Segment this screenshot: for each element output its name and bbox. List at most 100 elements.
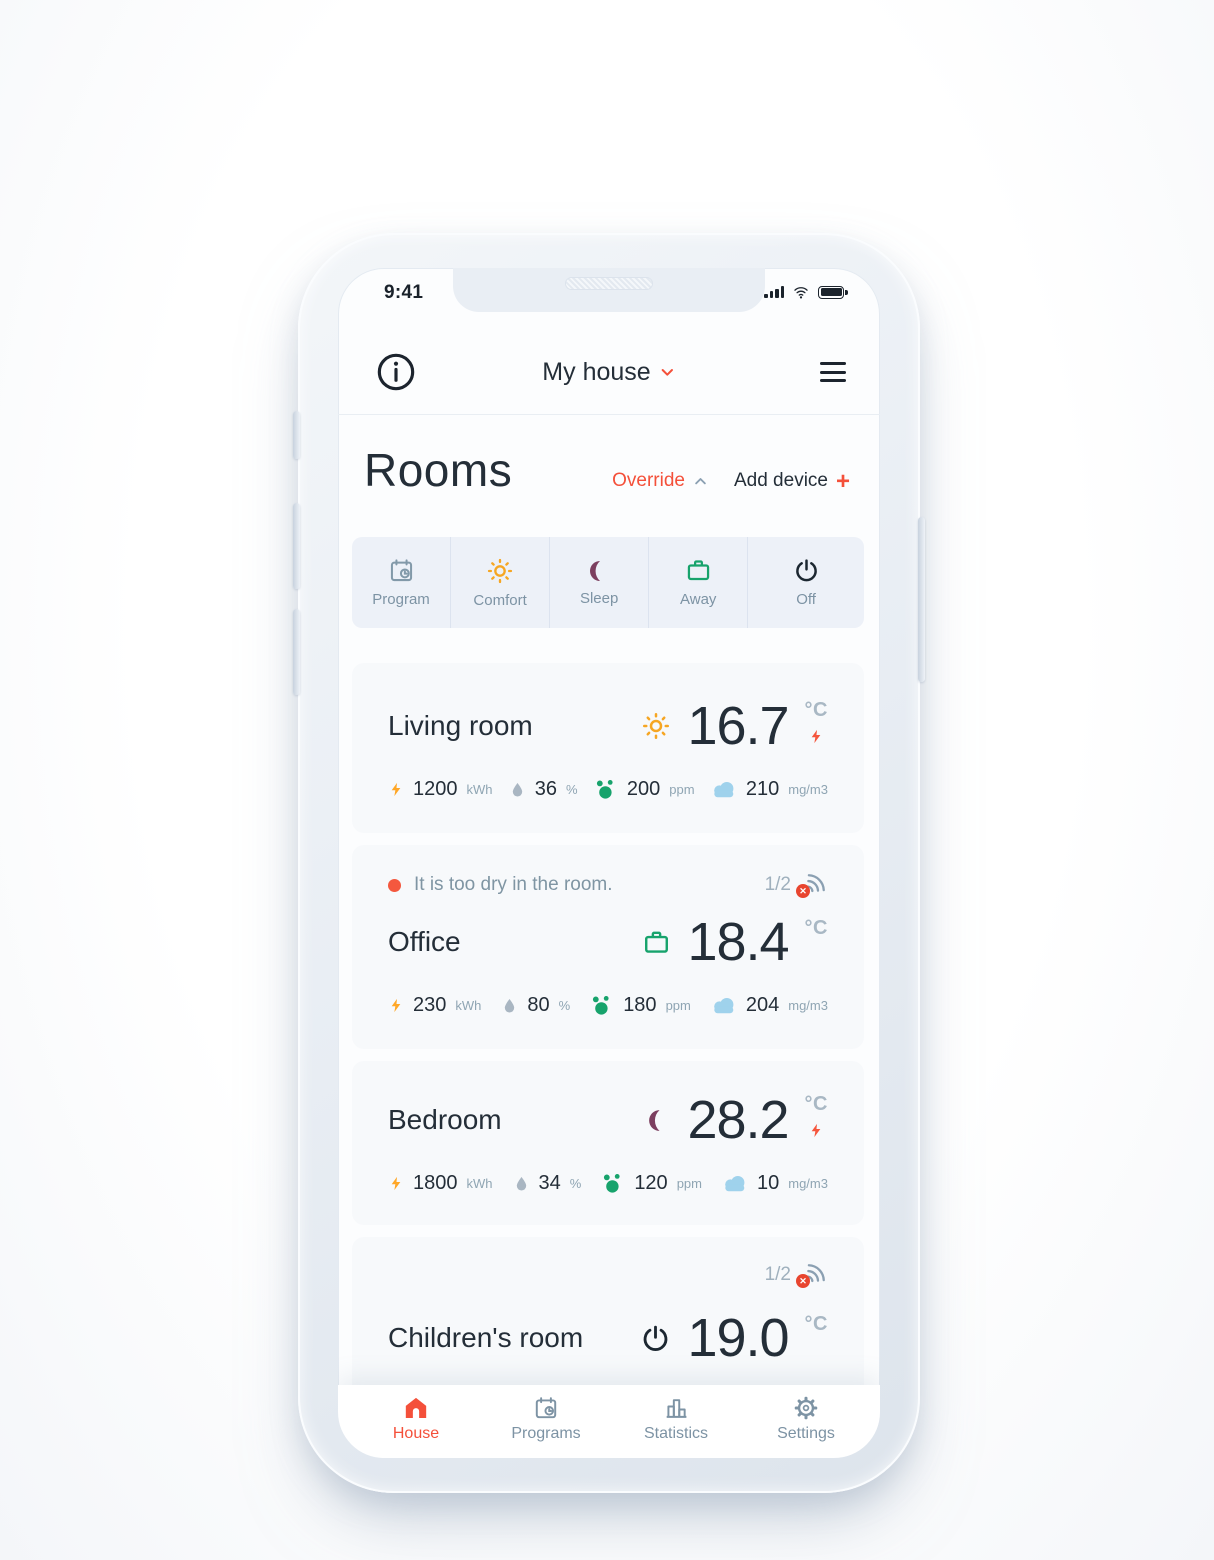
briefcase-icon xyxy=(685,557,712,584)
offline-devices: 1/2 ✕ xyxy=(765,871,828,899)
nav-statistics[interactable]: Statistics xyxy=(638,1395,714,1443)
chevron-up-icon xyxy=(693,474,708,489)
phone-mockup: 9:41 My house Rooms Override xyxy=(293,233,925,1493)
temperature-unit: °C xyxy=(804,1313,828,1335)
room-card-living-room[interactable]: Living room 16.7 °C 1200 kWh xyxy=(352,663,864,833)
mode-away-button[interactable]: Away xyxy=(648,537,747,628)
calendar-clock-icon xyxy=(388,557,415,584)
power-side-button xyxy=(918,517,925,682)
humidity-stat: 36 % xyxy=(509,778,578,801)
page-head: Rooms Override Add device + xyxy=(338,443,880,497)
add-device-button[interactable]: Add device + xyxy=(733,469,850,494)
temperature-unit: °C xyxy=(804,917,828,939)
bolt-icon xyxy=(388,1173,404,1194)
notch xyxy=(453,268,765,312)
add-device-label: Add device xyxy=(733,470,828,491)
menu-button[interactable] xyxy=(820,362,846,382)
header-divider xyxy=(338,414,880,415)
bar-chart-icon xyxy=(663,1395,689,1421)
co2-stat: 200 ppm xyxy=(594,777,695,801)
page-title: Rooms xyxy=(364,444,513,496)
gear-icon xyxy=(793,1395,819,1421)
droplet-icon xyxy=(513,1173,530,1194)
mode-label: Away xyxy=(680,591,717,608)
room-alert: It is too dry in the room. xyxy=(388,874,613,896)
energy-stat: 230 kWh xyxy=(388,994,481,1017)
app-screen: 9:41 My house Rooms Override xyxy=(338,268,880,1458)
cloud-icon xyxy=(711,996,737,1014)
mode-label: Sleep xyxy=(579,589,619,607)
mode-label: Comfort xyxy=(473,591,527,609)
room-temperature: 28.2 xyxy=(687,1090,789,1150)
sun-icon xyxy=(486,557,514,585)
house-icon xyxy=(403,1395,429,1421)
app-header: My house xyxy=(338,346,880,398)
override-label: Override xyxy=(612,470,685,491)
dust-stat: 204 mg/m3 xyxy=(711,994,828,1017)
heating-bolt-icon xyxy=(808,1120,824,1141)
heating-bolt-icon xyxy=(808,726,824,747)
status-time: 9:41 xyxy=(384,282,424,303)
briefcase-icon xyxy=(642,928,671,957)
dust-stat: 10 mg/m3 xyxy=(722,1172,828,1195)
power-icon xyxy=(640,1323,671,1354)
nav-settings[interactable]: Settings xyxy=(768,1395,844,1443)
mode-off-button[interactable]: Off xyxy=(747,537,864,628)
bolt-icon xyxy=(388,779,404,800)
house-title: My house xyxy=(542,357,651,386)
speaker-grille xyxy=(565,277,653,290)
status-bar: 9:41 xyxy=(338,268,880,316)
bolt-icon xyxy=(388,995,404,1016)
room-list: Living room 16.7 °C 1200 kWh xyxy=(352,663,864,1443)
cloud-icon xyxy=(722,1174,748,1192)
volume-down-button xyxy=(293,609,300,695)
cloud-icon xyxy=(711,780,737,798)
wifi-icon xyxy=(791,284,811,300)
co2-icon xyxy=(590,993,614,1017)
moon-icon xyxy=(646,1108,671,1133)
alert-dot-icon xyxy=(388,878,401,892)
calendar-clock-icon xyxy=(533,1395,559,1421)
mute-switch xyxy=(293,411,300,459)
mode-sleep-button[interactable]: Sleep xyxy=(549,537,648,628)
mode-bar: Program Comfort Sleep Away Off xyxy=(352,537,864,628)
room-name: Bedroom xyxy=(388,1104,502,1135)
wifi-offline-icon: ✕ xyxy=(796,1261,828,1289)
mode-comfort-button[interactable]: Comfort xyxy=(450,537,549,628)
battery-icon xyxy=(818,285,848,299)
energy-stat: 1800 kWh xyxy=(388,1172,493,1195)
nav-programs[interactable]: Programs xyxy=(508,1395,584,1443)
room-card-office[interactable]: It is too dry in the room. 1/2 ✕ Office xyxy=(352,845,864,1049)
volume-up-button xyxy=(293,503,300,589)
info-button[interactable] xyxy=(376,352,416,392)
house-selector[interactable]: My house xyxy=(542,358,675,387)
room-temperature: 18.4 xyxy=(687,912,789,972)
offline-x-icon: ✕ xyxy=(796,884,810,898)
sun-icon xyxy=(641,711,671,741)
dust-stat: 210 mg/m3 xyxy=(711,778,828,801)
humidity-stat: 34 % xyxy=(513,1172,581,1195)
room-name: Office xyxy=(388,926,461,957)
wifi-offline-icon: ✕ xyxy=(796,871,828,899)
room-name: Children's room xyxy=(388,1322,584,1353)
temperature-unit: °C xyxy=(804,699,828,721)
nav-house[interactable]: House xyxy=(378,1395,454,1443)
droplet-icon xyxy=(509,779,526,800)
mode-program-button[interactable]: Program xyxy=(352,537,450,628)
co2-icon xyxy=(601,1171,625,1195)
mode-label: Program xyxy=(372,591,430,608)
override-button[interactable]: Override xyxy=(612,470,708,492)
power-icon xyxy=(793,557,820,584)
room-card-bedroom[interactable]: Bedroom 28.2 °C 1800 kWh xyxy=(352,1061,864,1225)
co2-stat: 180 ppm xyxy=(590,993,691,1017)
room-temperature: 16.7 xyxy=(687,696,789,756)
signal-icon xyxy=(764,286,784,298)
temperature-unit: °C xyxy=(804,1093,828,1115)
co2-icon xyxy=(594,777,618,801)
energy-stat: 1200 kWh xyxy=(388,778,493,801)
offline-devices: 1/2 ✕ xyxy=(765,1261,828,1289)
mode-label: Off xyxy=(796,591,816,608)
droplet-icon xyxy=(501,995,518,1016)
humidity-stat: 80 % xyxy=(501,994,570,1017)
co2-stat: 120 ppm xyxy=(601,1171,702,1195)
